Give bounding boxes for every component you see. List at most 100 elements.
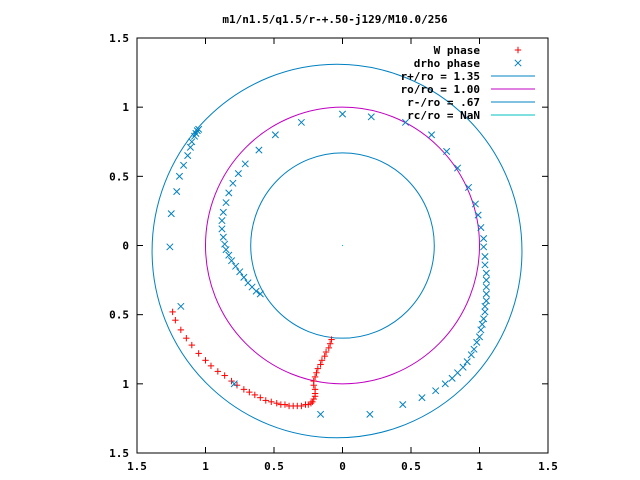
data-point — [236, 268, 244, 276]
series-w-phase — [169, 308, 335, 410]
data-point — [221, 240, 229, 248]
data-point — [441, 380, 449, 388]
data-point — [482, 297, 490, 305]
data-point — [313, 369, 320, 376]
reference-circles — [151, 63, 523, 439]
data-point — [321, 352, 328, 360]
data-point — [482, 283, 490, 291]
y-tick-label: 1.5 — [109, 447, 129, 460]
data-point — [471, 200, 479, 208]
data-point — [172, 317, 179, 324]
data-point — [481, 308, 489, 316]
data-point — [311, 386, 319, 393]
data-point — [427, 131, 436, 139]
data-point — [464, 183, 473, 191]
data-point — [317, 361, 324, 368]
tick-labels: 1.5 1 0.5 0 0.5 1 1.51.510.500.511.5 — [109, 32, 558, 473]
data-point — [443, 147, 451, 155]
legend-label: r-/ro = .67 — [407, 96, 480, 109]
data-point — [310, 377, 317, 385]
data-point — [475, 333, 484, 341]
x-tick-label: 1.5 — [127, 460, 147, 473]
data-point — [307, 400, 315, 407]
x-tick-label: 1 — [476, 460, 483, 473]
data-point — [418, 394, 426, 402]
data-point — [251, 391, 259, 399]
data-point — [240, 273, 248, 281]
data-point — [256, 290, 264, 298]
data-point — [401, 118, 410, 126]
data-point — [305, 401, 312, 408]
data-point — [219, 233, 227, 241]
data-point — [175, 172, 184, 180]
x-tick-label: 1.5 — [538, 460, 558, 473]
x-tick-label: 0 — [339, 460, 346, 473]
data-point — [454, 369, 462, 377]
data-point — [454, 164, 462, 172]
data-point — [482, 276, 490, 284]
data-point — [325, 344, 332, 352]
data-point — [218, 225, 226, 233]
data-point — [309, 398, 316, 406]
legend-label: drho phase — [414, 57, 481, 70]
data-point — [219, 208, 227, 216]
data-point — [268, 398, 275, 406]
data-series — [166, 110, 490, 418]
data-point — [477, 326, 485, 334]
data-point — [448, 374, 456, 382]
data-point — [481, 261, 489, 269]
data-point — [232, 262, 240, 270]
data-point — [480, 315, 488, 323]
data-point — [167, 210, 175, 218]
data-point — [180, 161, 188, 169]
data-point — [477, 223, 485, 232]
data-point — [480, 243, 488, 251]
y-tick-label: 1.5 — [109, 32, 129, 45]
ticks — [136, 37, 549, 454]
data-point — [459, 363, 467, 371]
data-point — [473, 338, 481, 346]
data-point — [230, 380, 238, 388]
data-point — [478, 320, 486, 328]
data-point — [482, 290, 490, 298]
data-point — [271, 131, 279, 139]
data-point — [221, 372, 228, 379]
data-point — [480, 235, 488, 243]
circle-ro-ro — [205, 106, 480, 385]
data-point — [183, 334, 190, 342]
data-point — [255, 146, 263, 154]
data-point — [186, 143, 194, 151]
data-point — [188, 341, 195, 349]
data-point — [241, 160, 249, 168]
data-point — [470, 345, 478, 353]
data-point — [481, 253, 489, 261]
data-point — [166, 243, 174, 251]
circle-r-ro — [250, 152, 435, 339]
data-point — [367, 113, 375, 121]
x-tick-label: 1 — [202, 460, 209, 473]
data-point — [474, 211, 482, 219]
data-point — [225, 251, 233, 259]
data-point — [225, 189, 233, 197]
data-point — [240, 386, 248, 393]
legend-marker — [514, 46, 522, 54]
data-point — [222, 199, 230, 207]
data-point — [399, 401, 407, 409]
data-point — [328, 336, 335, 343]
data-point — [188, 138, 196, 146]
data-point — [482, 269, 490, 277]
data-point — [229, 179, 237, 187]
center-point — [341, 244, 344, 247]
data-point — [177, 326, 185, 334]
data-point — [281, 401, 289, 408]
data-point — [467, 351, 475, 359]
legend-marker — [514, 59, 522, 67]
data-point — [207, 362, 215, 370]
data-point — [262, 397, 269, 404]
data-point — [246, 388, 253, 396]
data-point — [297, 118, 305, 126]
data-point — [310, 395, 317, 403]
x-tick-label: 0.5 — [264, 460, 284, 473]
